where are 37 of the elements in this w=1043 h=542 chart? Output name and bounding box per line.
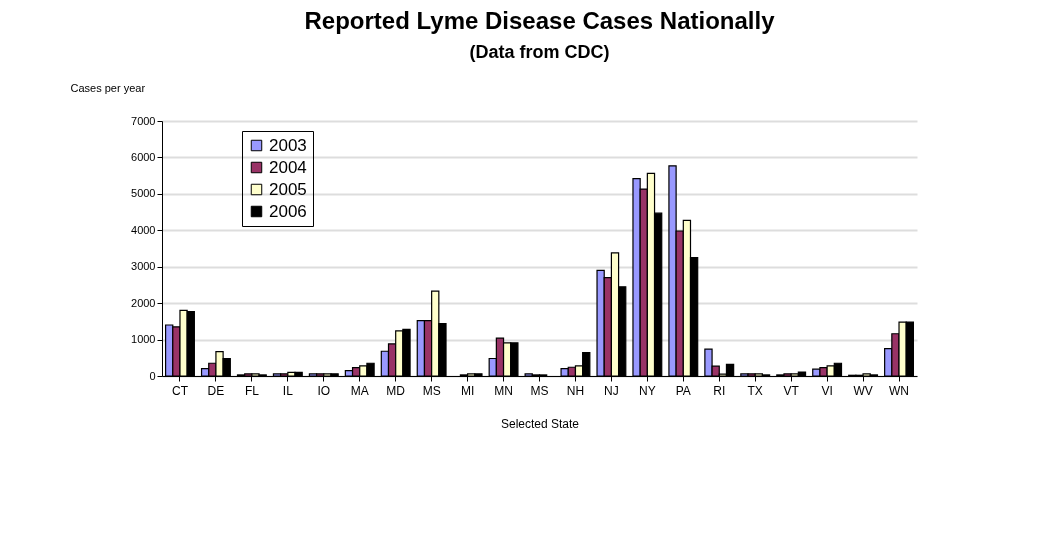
chart-subtitle: (Data from CDC) [469, 42, 610, 62]
x-tick-label: CT [171, 383, 189, 398]
x-tick-label: NJ [604, 383, 619, 398]
y-tick-label: 6000 [131, 150, 156, 163]
x-tick-label: RI [713, 383, 726, 398]
x-tick-label: MS [422, 383, 441, 398]
chart-title: Reported Lyme Disease Cases Nationally [304, 7, 776, 34]
legend-label: 2005 [269, 179, 307, 199]
x-tick-label: DE [207, 383, 225, 398]
x-tick-label: MN [494, 383, 513, 398]
x-tick-label: WN [889, 383, 910, 398]
x-tick-label: MI [460, 383, 475, 398]
x-tick-label: VI [821, 383, 833, 398]
y-axis-title: Cases per year [70, 81, 146, 94]
y-tick-label: 4000 [131, 223, 156, 236]
legend-label: 2003 [269, 135, 307, 155]
x-tick-label: NY [639, 383, 656, 398]
x-tick-label: IO [317, 383, 331, 398]
y-tick-label: 1000 [131, 333, 156, 346]
x-tick-label: MD [386, 383, 406, 398]
y-tick-label: 0 [149, 369, 156, 382]
legend-label: 2006 [269, 201, 307, 221]
y-tick-label: 7000 [131, 114, 156, 127]
x-tick-label: WV [853, 383, 873, 398]
x-tick-label: TX [747, 383, 763, 398]
x-tick-label: IL [282, 383, 294, 398]
y-tick-label: 2000 [131, 296, 156, 309]
x-tick-label: FL [244, 383, 260, 398]
legend-label: 2004 [269, 157, 307, 177]
y-tick-label: 3000 [131, 260, 156, 273]
x-tick-label: MA [350, 383, 369, 398]
x-axis-title: Selected State [500, 416, 580, 431]
x-tick-label: VT [783, 383, 800, 398]
y-tick-label: 5000 [131, 187, 156, 200]
x-tick-label: PA [675, 383, 691, 398]
x-tick-label: NH [566, 383, 585, 398]
x-tick-label: MS [530, 383, 549, 398]
